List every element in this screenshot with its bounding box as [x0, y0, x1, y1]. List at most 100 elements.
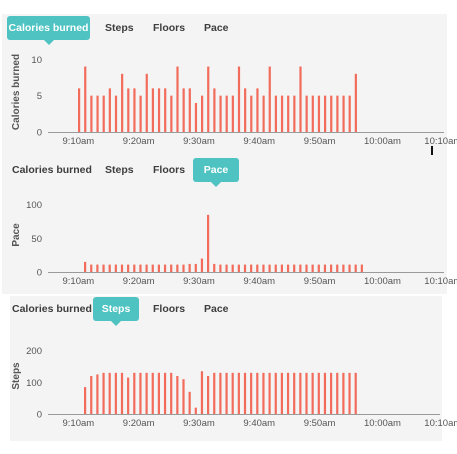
bar	[311, 372, 314, 414]
pace-panel: Calories burned Steps Floors Pace 0 50 100…	[2, 156, 457, 294]
x-tick-label: 10:00am	[364, 136, 401, 147]
bar	[237, 264, 240, 272]
bar	[336, 264, 339, 272]
tab-calories-burned[interactable]: Calories burned	[12, 164, 92, 176]
bar	[268, 264, 271, 272]
x-tick-label: 9:30am	[183, 136, 215, 147]
bar	[120, 264, 124, 272]
bar	[286, 372, 290, 414]
bar	[243, 264, 247, 272]
x-tick-label: 9:30am	[183, 418, 215, 429]
text-cursor-mark	[431, 146, 433, 155]
y-axis-label: Steps	[11, 362, 22, 390]
bar	[244, 88, 247, 132]
x-tick-label: 10:10am	[424, 276, 457, 287]
bar	[342, 95, 345, 132]
bar	[305, 95, 308, 132]
bar	[108, 88, 111, 132]
bar	[139, 264, 142, 272]
x-tick-label: 9:10am	[63, 276, 95, 287]
bar	[200, 371, 204, 414]
bar	[207, 376, 210, 414]
bar	[157, 372, 160, 414]
bar	[250, 264, 253, 272]
tab-floors[interactable]: Floors	[153, 164, 186, 176]
bar	[317, 95, 321, 132]
bar	[342, 264, 345, 272]
x-tick-label: 9:50am	[304, 418, 336, 429]
bar	[182, 264, 185, 272]
bar	[225, 95, 228, 132]
bar	[293, 264, 296, 272]
y-tick-label: 100	[26, 378, 42, 389]
bar	[268, 372, 271, 414]
bar	[256, 88, 259, 132]
bar	[114, 264, 117, 272]
bar	[207, 214, 210, 272]
tab-floors[interactable]: Floors	[153, 22, 186, 34]
bar	[84, 387, 87, 414]
tab-calories-burned[interactable]: Calories burned	[12, 303, 92, 315]
y-tick-label: 5	[37, 91, 42, 102]
bar	[348, 372, 351, 414]
pace-chart: 0 50 100 Pace 9:10am 9:20am 9:30am 9:40am 9:50am…	[11, 200, 457, 287]
bar	[348, 264, 351, 272]
bar	[96, 264, 99, 272]
x-tick-label: 10:00am	[364, 418, 401, 429]
steps-chart: 0 100 200 Steps 9:10am 9:20am 9:30am 9:40am 9:50…	[11, 346, 457, 429]
tab-floors[interactable]: Floors	[153, 303, 186, 315]
bar	[342, 372, 345, 414]
bar	[194, 263, 197, 272]
bar	[96, 95, 99, 132]
bar	[114, 95, 118, 132]
bar	[127, 88, 130, 132]
bar	[219, 372, 222, 414]
bar	[170, 372, 173, 414]
bar	[213, 263, 216, 272]
x-tick-label: 9:20am	[123, 418, 155, 429]
bar	[145, 372, 148, 414]
bar	[127, 377, 130, 414]
bar	[176, 264, 179, 272]
bar	[286, 264, 290, 272]
steps-panel: Calories burned Steps Floors Pace 0 100 20…	[10, 296, 457, 441]
bar	[299, 372, 302, 414]
tab-pace[interactable]: Pace	[193, 158, 239, 187]
bar	[114, 372, 117, 414]
bar	[262, 264, 265, 272]
tab-pace[interactable]: Pace	[204, 303, 229, 315]
x-tick-label: 9:20am	[123, 276, 155, 287]
tab-steps[interactable]: Steps	[105, 164, 134, 176]
bar	[330, 95, 333, 132]
bar	[225, 372, 228, 414]
bar	[311, 95, 314, 132]
bar	[354, 372, 357, 414]
bar	[262, 95, 265, 132]
bar	[213, 88, 216, 132]
x-tick-label: 9:50am	[304, 276, 336, 287]
bar	[231, 372, 234, 414]
bar	[231, 264, 234, 272]
bar	[139, 372, 142, 414]
x-tick-label: 9:10am	[63, 136, 95, 147]
bar	[194, 407, 197, 414]
tab-pace[interactable]: Pace	[204, 22, 229, 34]
bar	[120, 372, 124, 414]
bar	[157, 264, 160, 272]
bar	[323, 372, 327, 414]
bar	[336, 372, 339, 414]
bar	[219, 95, 222, 132]
bar	[127, 264, 130, 272]
y-tick-label: 100	[26, 200, 42, 211]
x-tick-label: 9:40am	[243, 136, 275, 147]
tab-steps[interactable]: Steps	[105, 22, 134, 34]
bar	[145, 73, 148, 132]
y-tick-label: 0	[37, 268, 42, 279]
bar	[287, 95, 290, 132]
tab-steps[interactable]: Steps	[93, 297, 139, 326]
bar	[243, 372, 247, 414]
x-tick-label: 9:20am	[123, 136, 155, 147]
bar	[250, 372, 253, 414]
bar	[176, 66, 179, 132]
tab-calories-burned[interactable]: Calories burned	[7, 16, 90, 45]
